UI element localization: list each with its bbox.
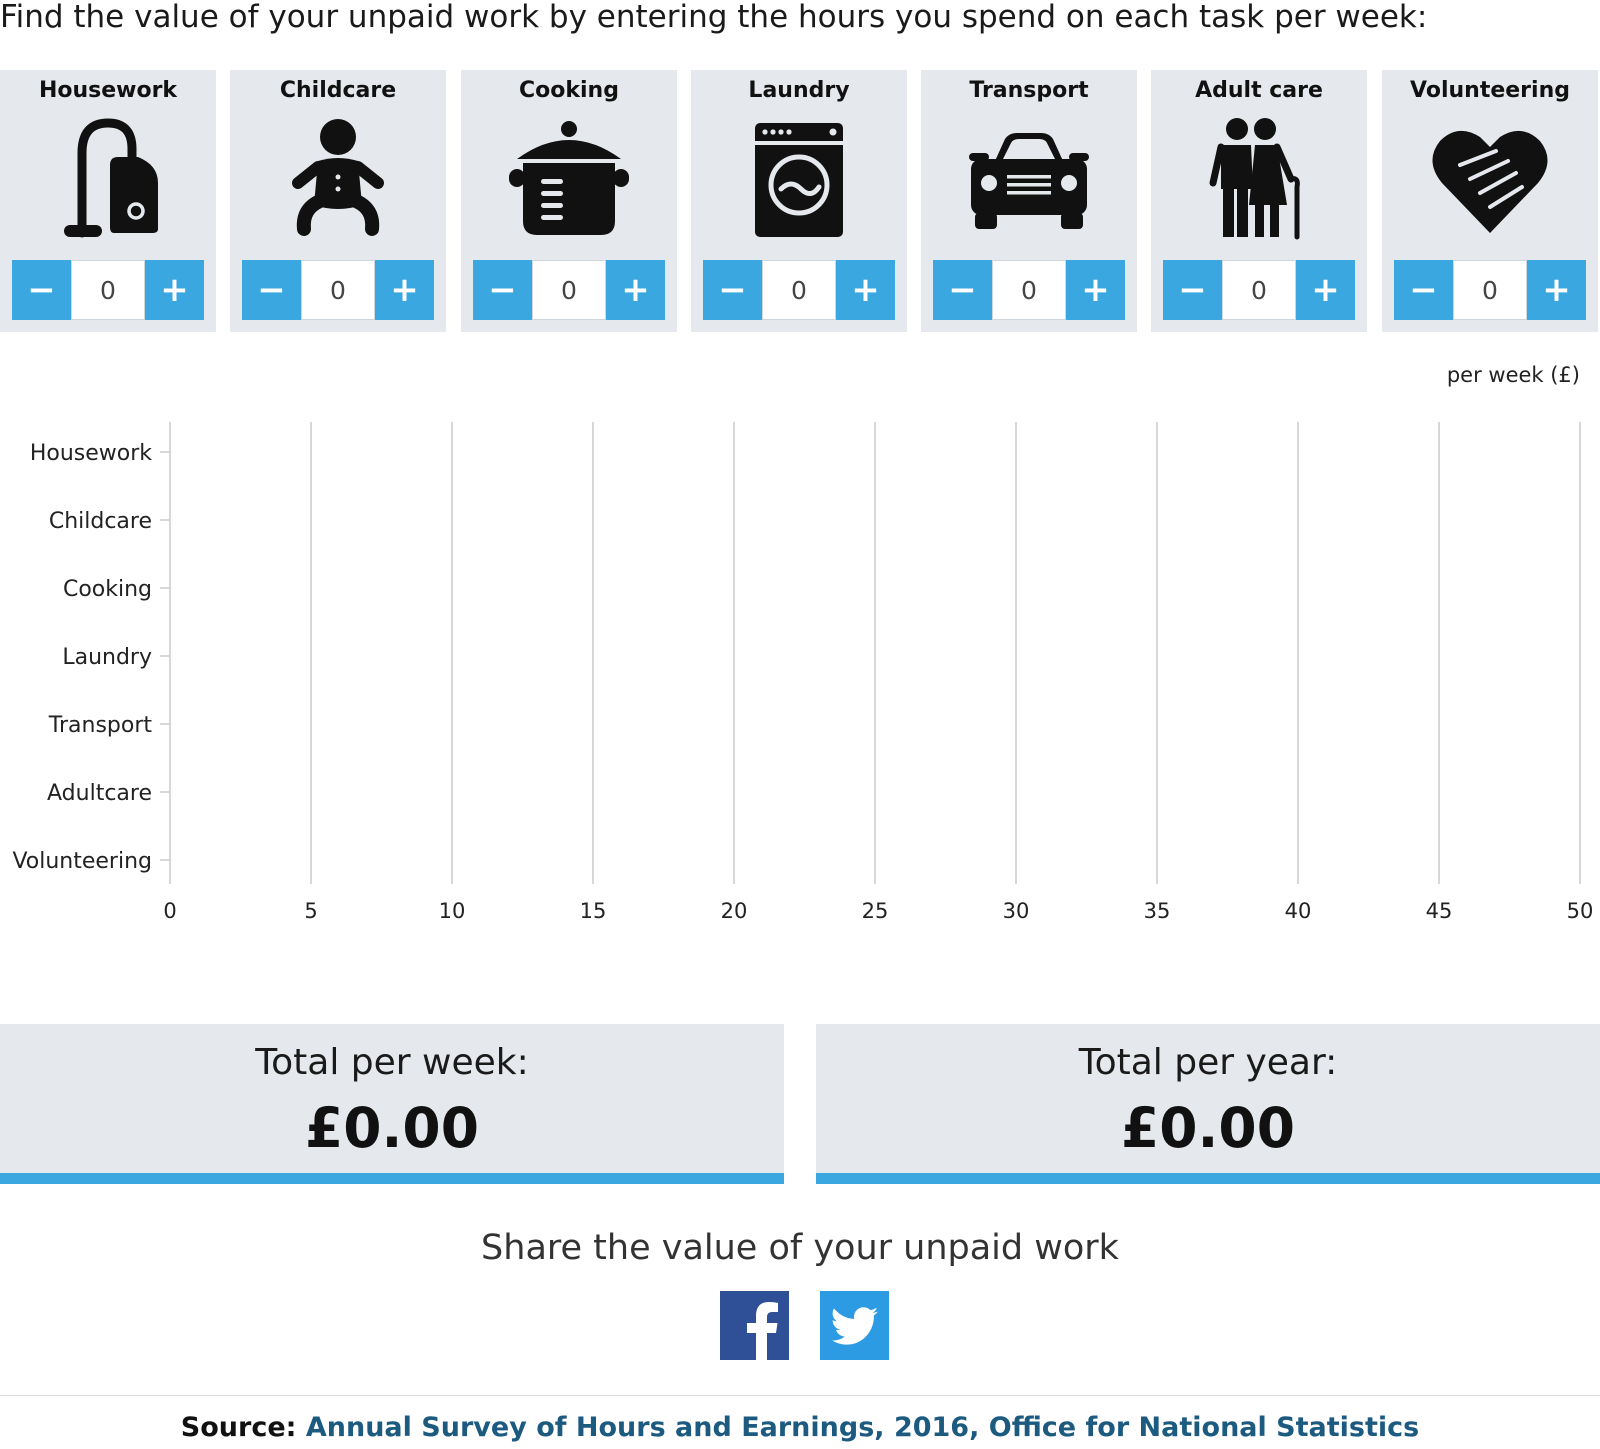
cooking-stepper: − +	[473, 260, 665, 320]
elderly-couple-icon	[1209, 118, 1300, 240]
facebook-icon	[747, 1302, 778, 1360]
task-label: Volunteering	[1410, 78, 1570, 103]
washing-machine-icon	[755, 123, 843, 237]
task-card-adult-care: Adult care − +	[1151, 70, 1367, 332]
hours-input[interactable]	[1453, 260, 1527, 320]
increment-button[interactable]: +	[145, 260, 204, 320]
task-label: Laundry	[748, 78, 850, 103]
hours-input[interactable]	[1222, 260, 1296, 320]
task-card-laundry: Laundry − +	[691, 70, 907, 332]
total-per-year-label: Total per year:	[1078, 1042, 1338, 1083]
decrement-button[interactable]: −	[242, 260, 301, 320]
hours-input[interactable]	[762, 260, 836, 320]
task-label: Transport	[969, 78, 1089, 103]
y-category-label: Housework	[30, 441, 152, 466]
total-per-week-value: £0.00	[305, 1096, 479, 1160]
task-label: Adult care	[1195, 78, 1323, 103]
footer-divider	[0, 1395, 1600, 1396]
increment-button[interactable]: +	[375, 260, 434, 320]
hours-input[interactable]	[301, 260, 375, 320]
heart-handshake-icon	[1432, 130, 1548, 233]
x-tick-label: 0	[163, 899, 176, 923]
task-card-housework: Housework − +	[0, 70, 216, 332]
childcare-stepper: − +	[242, 260, 434, 320]
car-icon	[969, 133, 1089, 229]
x-tick-label: 35	[1144, 899, 1171, 923]
y-category-label: Cooking	[63, 577, 152, 602]
x-tick-label: 10	[439, 899, 466, 923]
x-axis-unit-label: per week (£)	[1447, 363, 1580, 387]
total-per-year-value: £0.00	[1121, 1096, 1295, 1160]
cooking-pot-icon	[509, 121, 629, 235]
vacuum-cleaner-icon	[64, 118, 158, 238]
bar-chart: per week (£) 0 5 10 15 20 25 30 35 40 45 50 Housewor…	[12, 363, 1594, 923]
task-label: Housework	[38, 78, 178, 103]
increment-button[interactable]: +	[1296, 260, 1355, 320]
total-per-year-card: Total per year: £0.00	[816, 1024, 1600, 1184]
decrement-button[interactable]: −	[1163, 260, 1222, 320]
total-per-week-label: Total per week:	[255, 1042, 529, 1083]
facebook-share-button[interactable]	[720, 1291, 789, 1360]
baby-icon	[292, 119, 384, 236]
x-tick-label: 50	[1567, 899, 1594, 923]
decrement-button[interactable]: −	[12, 260, 71, 320]
volunteering-stepper: − +	[1394, 260, 1586, 320]
transport-stepper: − +	[933, 260, 1125, 320]
increment-button[interactable]: +	[836, 260, 895, 320]
decrement-button[interactable]: −	[703, 260, 762, 320]
x-tick-label: 15	[580, 899, 607, 923]
task-label: Cooking	[519, 78, 619, 103]
task-card-childcare: Childcare − +	[230, 70, 446, 332]
twitter-share-button[interactable]	[820, 1291, 889, 1360]
x-tick-label: 40	[1285, 899, 1312, 923]
increment-button[interactable]: +	[606, 260, 665, 320]
increment-button[interactable]: +	[1527, 260, 1586, 320]
x-tick-label: 20	[721, 899, 748, 923]
task-card-cooking: Cooking − +	[461, 70, 677, 332]
total-per-week-card: Total per week: £0.00	[0, 1024, 784, 1184]
y-category-label: Childcare	[49, 509, 152, 534]
twitter-icon	[831, 1306, 878, 1345]
adult-care-stepper: − +	[1163, 260, 1355, 320]
task-card-volunteering: Volunteering − +	[1382, 70, 1598, 332]
decrement-button[interactable]: −	[933, 260, 992, 320]
x-tick-label: 45	[1426, 899, 1453, 923]
source-link[interactable]: Annual Survey of Hours and Earnings, 201…	[305, 1412, 1420, 1443]
value-chart: per week (£) 0 5 10 15 20 25 30 35 40 45 50 Housewor…	[0, 360, 1600, 940]
housework-stepper: − +	[12, 260, 204, 320]
decrement-button[interactable]: −	[473, 260, 532, 320]
source-label: Source:	[180, 1412, 297, 1443]
increment-button[interactable]: +	[1066, 260, 1125, 320]
intro-text: Find the value of your unpaid work by en…	[0, 0, 1428, 35]
y-category-label: Adultcare	[47, 781, 152, 806]
x-tick-label: 25	[862, 899, 889, 923]
x-tick-label: 5	[304, 899, 317, 923]
source-line: Source: Annual Survey of Hours and Earni…	[0, 1412, 1600, 1443]
y-category-label: Transport	[48, 713, 153, 738]
share-title: Share the value of your unpaid work	[481, 1228, 1119, 1268]
laundry-stepper: − +	[703, 260, 895, 320]
task-label: Childcare	[279, 78, 397, 103]
x-tick-label: 30	[1003, 899, 1030, 923]
task-card-transport: Transport − +	[921, 70, 1137, 332]
y-category-label: Laundry	[62, 645, 152, 670]
y-category-label: Volunteering	[12, 849, 152, 874]
hours-input[interactable]	[532, 260, 606, 320]
hours-input[interactable]	[992, 260, 1066, 320]
hours-input[interactable]	[71, 260, 145, 320]
decrement-button[interactable]: −	[1394, 260, 1453, 320]
